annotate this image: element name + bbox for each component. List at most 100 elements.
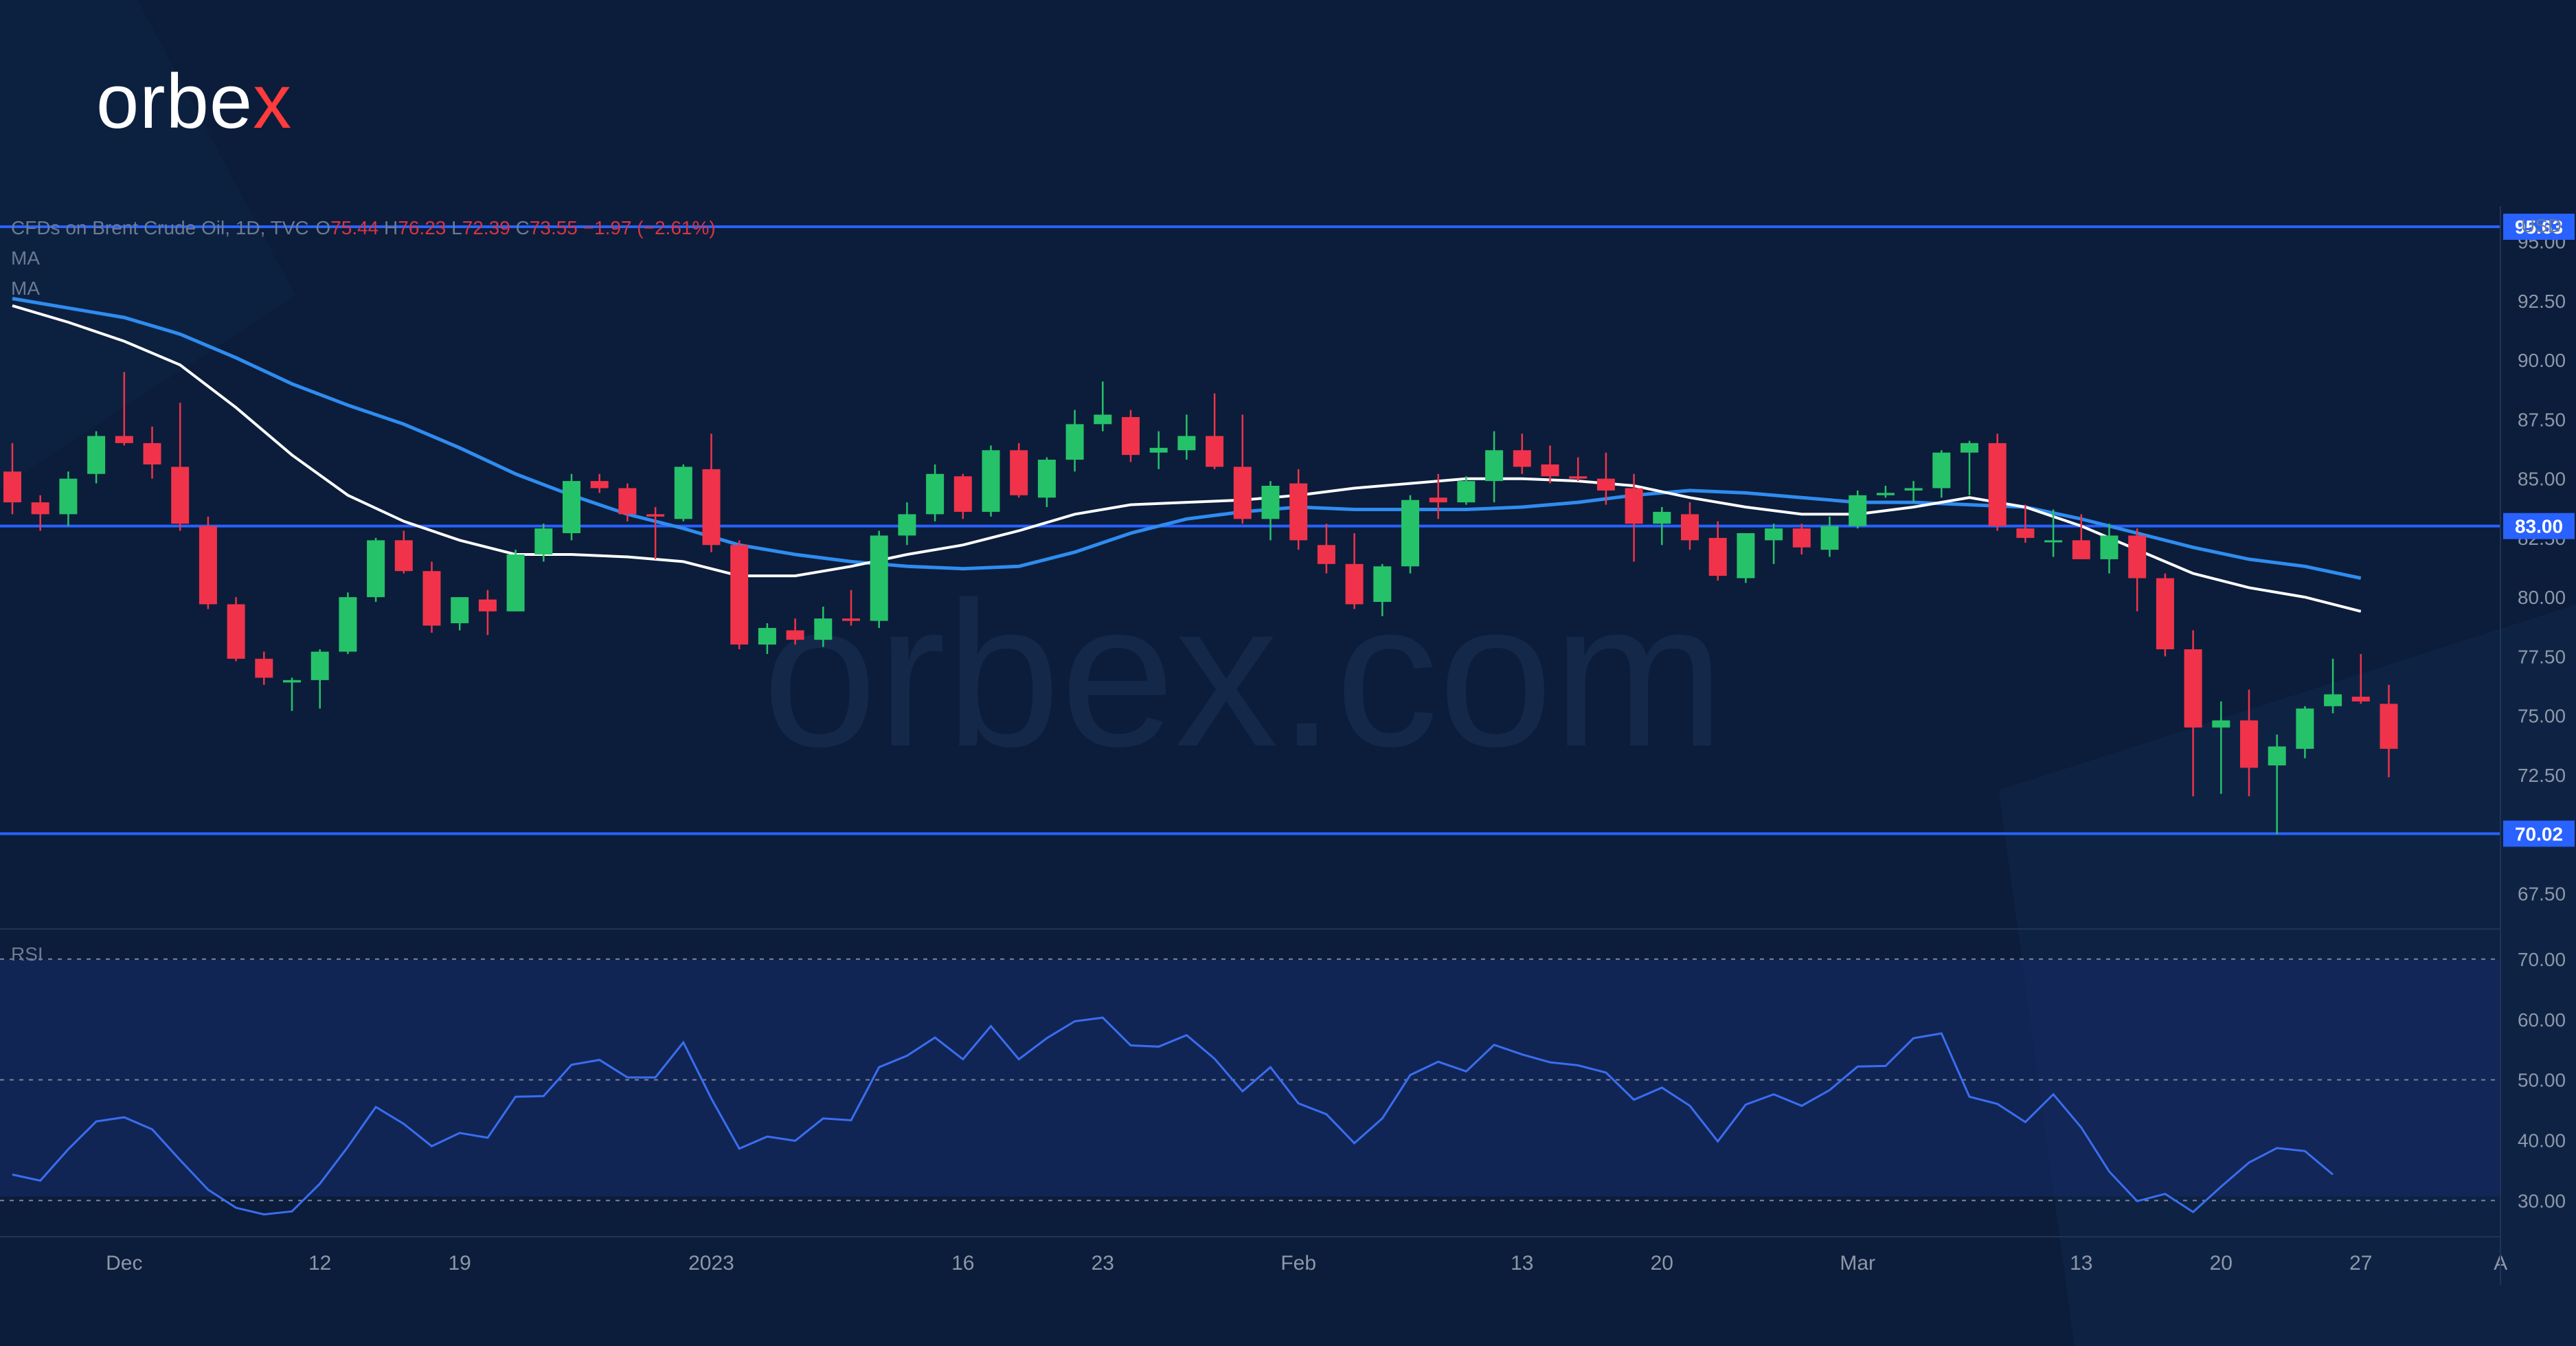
level-price-label: 83.00: [2515, 516, 2563, 537]
candle-body: [702, 469, 721, 546]
ma-indicator-label-1[interactable]: MA: [11, 247, 40, 269]
candle-down: [2156, 573, 2174, 657]
candle-body: [2072, 540, 2090, 559]
time-tick-label: 23: [1092, 1252, 1114, 1275]
candle-body: [814, 618, 833, 640]
candle-body: [1345, 563, 1364, 605]
candle-down: [1988, 434, 2007, 531]
candle-body: [2324, 694, 2342, 706]
candle-up: [1094, 381, 1112, 431]
price-tick-label: 87.50: [2518, 409, 2566, 430]
candle-body: [2044, 540, 2063, 543]
time-tick-label: Feb: [1280, 1252, 1316, 1275]
candle-up: [1065, 410, 1084, 472]
background-shard-left: [0, 0, 295, 488]
candle-up: [1961, 440, 1978, 495]
candle-body: [59, 478, 78, 515]
candle-body: [1261, 486, 1280, 519]
candle-body: [1233, 467, 1252, 519]
candle-up: [2324, 658, 2342, 714]
candle-body: [1708, 537, 1727, 576]
candle-down: [2184, 630, 2202, 796]
candle-up: [59, 471, 78, 526]
time-tick-label: Dec: [106, 1252, 142, 1275]
candle-body: [563, 481, 580, 533]
candle-body: [339, 597, 357, 652]
candle-body: [143, 442, 161, 464]
candle-down: [646, 507, 665, 559]
ma-indicator-label-2[interactable]: MA: [11, 278, 40, 299]
time-tick-label: 27: [2349, 1252, 2372, 1275]
candle-down: [786, 618, 804, 645]
candle-up: [1485, 431, 1504, 503]
candle-up: [674, 464, 692, 521]
candle-body: [422, 571, 441, 626]
time-axis: Dec121920231623Feb1320Mar132027A: [106, 1252, 2507, 1275]
candle-body: [255, 658, 273, 678]
candle-down: [2380, 684, 2398, 778]
candle-body: [1289, 483, 1308, 541]
candle-down: [31, 495, 49, 531]
candle-body: [1737, 532, 1755, 579]
candle-down: [1541, 445, 1559, 484]
candle-up: [451, 597, 469, 631]
rsi-indicator-label[interactable]: RSI: [11, 943, 43, 965]
candle-up: [1373, 563, 1392, 616]
candle-body: [2268, 746, 2286, 766]
candle-down: [2072, 514, 2090, 559]
candle-up: [563, 473, 580, 541]
candle-body: [534, 528, 553, 555]
candle-body: [1149, 447, 1168, 453]
level-price-label: 95.63: [2515, 216, 2563, 238]
candle-up: [870, 530, 888, 628]
candle-body: [1569, 476, 1588, 479]
time-tick-label: Mar: [1840, 1252, 1875, 1275]
candle-down: [143, 426, 161, 479]
rsi-tick-label: 40.00: [2518, 1130, 2566, 1151]
price-tick-label: 92.50: [2518, 291, 2566, 312]
candle-body: [1177, 436, 1196, 451]
candle-up: [1765, 524, 1783, 564]
candle-down: [1625, 473, 1643, 562]
candle-body: [1792, 528, 1811, 548]
candle-body: [227, 604, 245, 659]
rsi-pane: [0, 958, 2500, 1216]
candle-up: [1876, 486, 1895, 498]
candle-body: [451, 597, 469, 624]
ma-fast-line: [12, 304, 2362, 613]
candle-down: [1010, 442, 1028, 498]
candle-up: [2212, 701, 2230, 794]
candle-body: [3, 471, 21, 503]
candle-up: [926, 464, 945, 521]
candle-body: [2128, 535, 2147, 579]
candle-body: [2212, 720, 2230, 728]
candle-up: [87, 431, 106, 484]
candle-body: [1932, 452, 1951, 489]
candle-up: [1849, 490, 1867, 529]
candle-up: [1737, 532, 1755, 583]
candle-up: [1932, 450, 1951, 498]
candle-body: [1904, 488, 1923, 491]
candle-down: [1122, 410, 1140, 462]
candle-up: [1261, 481, 1280, 541]
candle-body: [926, 473, 945, 515]
candle-body: [870, 535, 888, 621]
candle-down: [422, 561, 441, 633]
candle-body: [283, 680, 301, 683]
candle-up: [310, 649, 329, 709]
candle-body: [1820, 526, 1839, 550]
level-price-tag: [2503, 513, 2575, 539]
candle-body: [1765, 528, 1783, 541]
candle-body: [590, 481, 609, 489]
candle-body: [1122, 416, 1140, 456]
moving-averages: [12, 297, 2362, 613]
candle-down: [199, 516, 217, 609]
candle-down: [227, 597, 245, 662]
candle-down: [2351, 653, 2370, 704]
candle-up: [1037, 457, 1056, 508]
candle-body: [506, 554, 525, 612]
candle-up: [1653, 507, 1671, 546]
candle-down: [1513, 434, 1531, 474]
candle-down: [255, 651, 273, 685]
candle-down: [2016, 504, 2035, 543]
